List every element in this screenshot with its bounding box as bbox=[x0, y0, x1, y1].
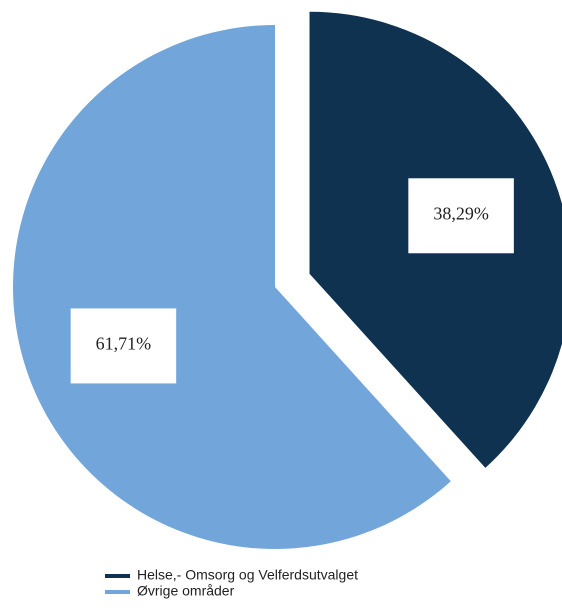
pie-slice bbox=[12, 25, 451, 549]
label-box bbox=[408, 178, 514, 254]
legend-label: Helse,- Omsorg og Velferdsutvalget bbox=[137, 567, 358, 583]
data-label: 38,29% bbox=[433, 203, 489, 223]
label-box bbox=[70, 308, 177, 384]
data-label: 61,71% bbox=[96, 334, 152, 354]
legend-label: Øvrige områder bbox=[137, 583, 235, 599]
